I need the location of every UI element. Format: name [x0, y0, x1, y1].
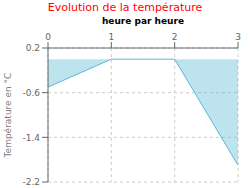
svg-text:-2.2: -2.2: [22, 177, 40, 187]
svg-text:1: 1: [108, 32, 114, 42]
svg-text:-0.6: -0.6: [22, 88, 40, 98]
svg-text:3: 3: [235, 32, 241, 42]
svg-text:Température en °C: Température en °C: [8, 73, 13, 159]
svg-text:-1.4: -1.4: [22, 133, 40, 143]
svg-text:0.2: 0.2: [26, 43, 40, 53]
svg-text:heure par heure: heure par heure: [102, 16, 184, 26]
svg-text:2: 2: [172, 32, 178, 42]
svg-text:0: 0: [45, 32, 51, 42]
html-text:Evolution de la température: Evolution de la température: [47, 1, 203, 14]
